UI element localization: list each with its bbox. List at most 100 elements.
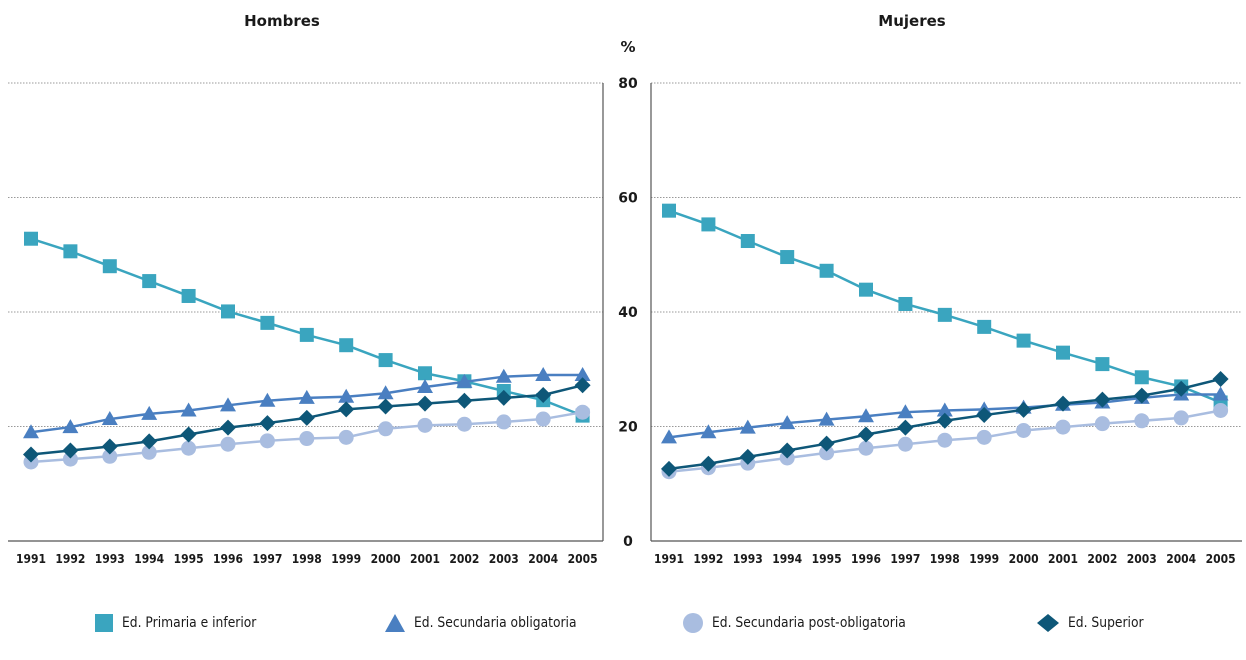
square-marker <box>1016 333 1031 348</box>
diamond-marker <box>456 392 473 409</box>
panel-mujeres: Mujeres 1991 1992 1993 1994 1995 1996 1997 1998 1… <box>650 12 1242 566</box>
diamond-marker <box>338 401 355 418</box>
square-marker <box>780 250 795 265</box>
square-marker-icon <box>95 614 113 632</box>
diamond-marker <box>141 433 158 450</box>
square-marker <box>418 366 432 381</box>
triangle-marker <box>535 366 552 381</box>
triangle-marker <box>377 385 394 400</box>
square-marker <box>378 353 393 368</box>
x-tick-label: 1999 <box>969 551 999 566</box>
triangle-marker <box>936 402 953 417</box>
x-tick-label: 1996 <box>851 551 881 566</box>
square-marker <box>937 307 952 322</box>
y-tick-label: 20 <box>618 420 638 436</box>
x-tick-label: 1994 <box>134 551 164 566</box>
x-tick-label: 2005 <box>568 551 598 566</box>
x-tick-label: 2000 <box>1009 551 1039 566</box>
x-tick-label: 2001 <box>410 551 440 566</box>
diamond-marker <box>661 460 677 477</box>
x-tick-label: 1992 <box>55 551 85 566</box>
diamond-marker <box>495 389 512 406</box>
circle-marker-icon <box>683 613 703 633</box>
triangle-marker <box>858 408 874 423</box>
circle-marker <box>535 411 551 427</box>
diamond-marker <box>101 438 118 455</box>
legend-item-primaria: Ed. Primaria e inferior <box>94 610 275 636</box>
square-marker <box>859 282 873 297</box>
triangle-marker <box>298 389 315 404</box>
series-circle <box>661 402 1229 480</box>
legend-item-superior: Ed. Superior <box>1036 610 1154 636</box>
series-square <box>662 203 1228 410</box>
legend-label: Ed. Secundaria post-obligatoria <box>712 615 906 631</box>
series-square <box>24 231 590 423</box>
circle-marker <box>102 448 118 464</box>
triangle-marker <box>661 429 677 444</box>
circle-marker <box>378 421 394 437</box>
triangle-marker <box>1212 386 1229 401</box>
circle-marker <box>1134 413 1150 429</box>
circle-marker <box>259 433 275 449</box>
x-tick-label: 1997 <box>890 551 920 566</box>
triangle-marker <box>259 392 276 407</box>
triangle-marker-icon <box>385 614 405 632</box>
square-marker <box>977 319 992 334</box>
panel-title: Mujeres <box>878 12 945 30</box>
circle-marker <box>62 451 78 467</box>
diamond-marker-icon <box>1037 614 1059 632</box>
circle-marker <box>220 436 236 452</box>
legend-label: Ed. Superior <box>1068 615 1144 631</box>
circle-marker <box>1173 410 1189 426</box>
legend-item-sec-obligatoria: Ed. Secundaria obligatoria <box>384 610 599 636</box>
square-marker <box>740 234 755 249</box>
circle-marker <box>299 431 315 447</box>
diamond-marker <box>574 377 591 394</box>
diamond-marker <box>897 419 914 436</box>
x-tick-label: 1995 <box>174 551 204 566</box>
x-tick-label: 1995 <box>812 551 842 566</box>
circle-marker <box>937 432 953 448</box>
diamond-marker <box>936 412 953 429</box>
circle-marker <box>819 445 835 461</box>
triangle-marker <box>338 388 355 403</box>
circle-marker <box>976 429 992 445</box>
diamond-marker <box>23 446 39 463</box>
circle-marker <box>417 417 433 433</box>
y-tick-label: 40 <box>618 305 638 321</box>
diamond-marker <box>1015 401 1032 418</box>
square-marker <box>1056 345 1070 360</box>
diamond-marker <box>976 407 993 424</box>
legend-item-sec-post: Ed. Secundaria post-obligatoria <box>682 610 932 636</box>
charts-svg: % 0 20 40 60 80 Hombres 1991 1992 1993 1994 1995 199… <box>8 12 1242 566</box>
circle-marker <box>456 416 472 432</box>
x-tick-label: 1994 <box>772 551 802 566</box>
x-tick-label: 1998 <box>930 551 960 566</box>
triangle-marker <box>101 411 118 426</box>
x-tick-label: 1992 <box>693 551 723 566</box>
diamond-marker <box>1212 370 1229 387</box>
legend-label: Ed. Primaria e inferior <box>122 615 257 631</box>
panel-hombres: Hombres 1991 1992 1993 1994 1995 1996 1997 1998 1… <box>8 12 604 566</box>
square-marker <box>339 338 354 353</box>
triangle-marker <box>739 419 756 434</box>
x-tick-label: 1991 <box>16 551 46 566</box>
triangle-marker <box>62 419 79 434</box>
square-marker <box>662 203 676 218</box>
x-tick-label: 1997 <box>252 551 282 566</box>
triangle-marker <box>495 368 512 383</box>
circle-marker <box>858 440 874 456</box>
square-marker <box>1095 357 1110 372</box>
square-marker <box>102 259 117 274</box>
diamond-marker <box>377 398 394 415</box>
triangle-marker <box>456 373 473 388</box>
x-tick-label: 1993 <box>95 551 125 566</box>
square-marker <box>24 231 38 246</box>
triangle-marker <box>897 404 914 419</box>
circle-marker <box>897 436 913 452</box>
diamond-marker <box>62 442 79 459</box>
y-tick-label: 60 <box>618 191 638 207</box>
square-marker <box>221 304 235 319</box>
y-unit-label: % <box>620 38 635 56</box>
